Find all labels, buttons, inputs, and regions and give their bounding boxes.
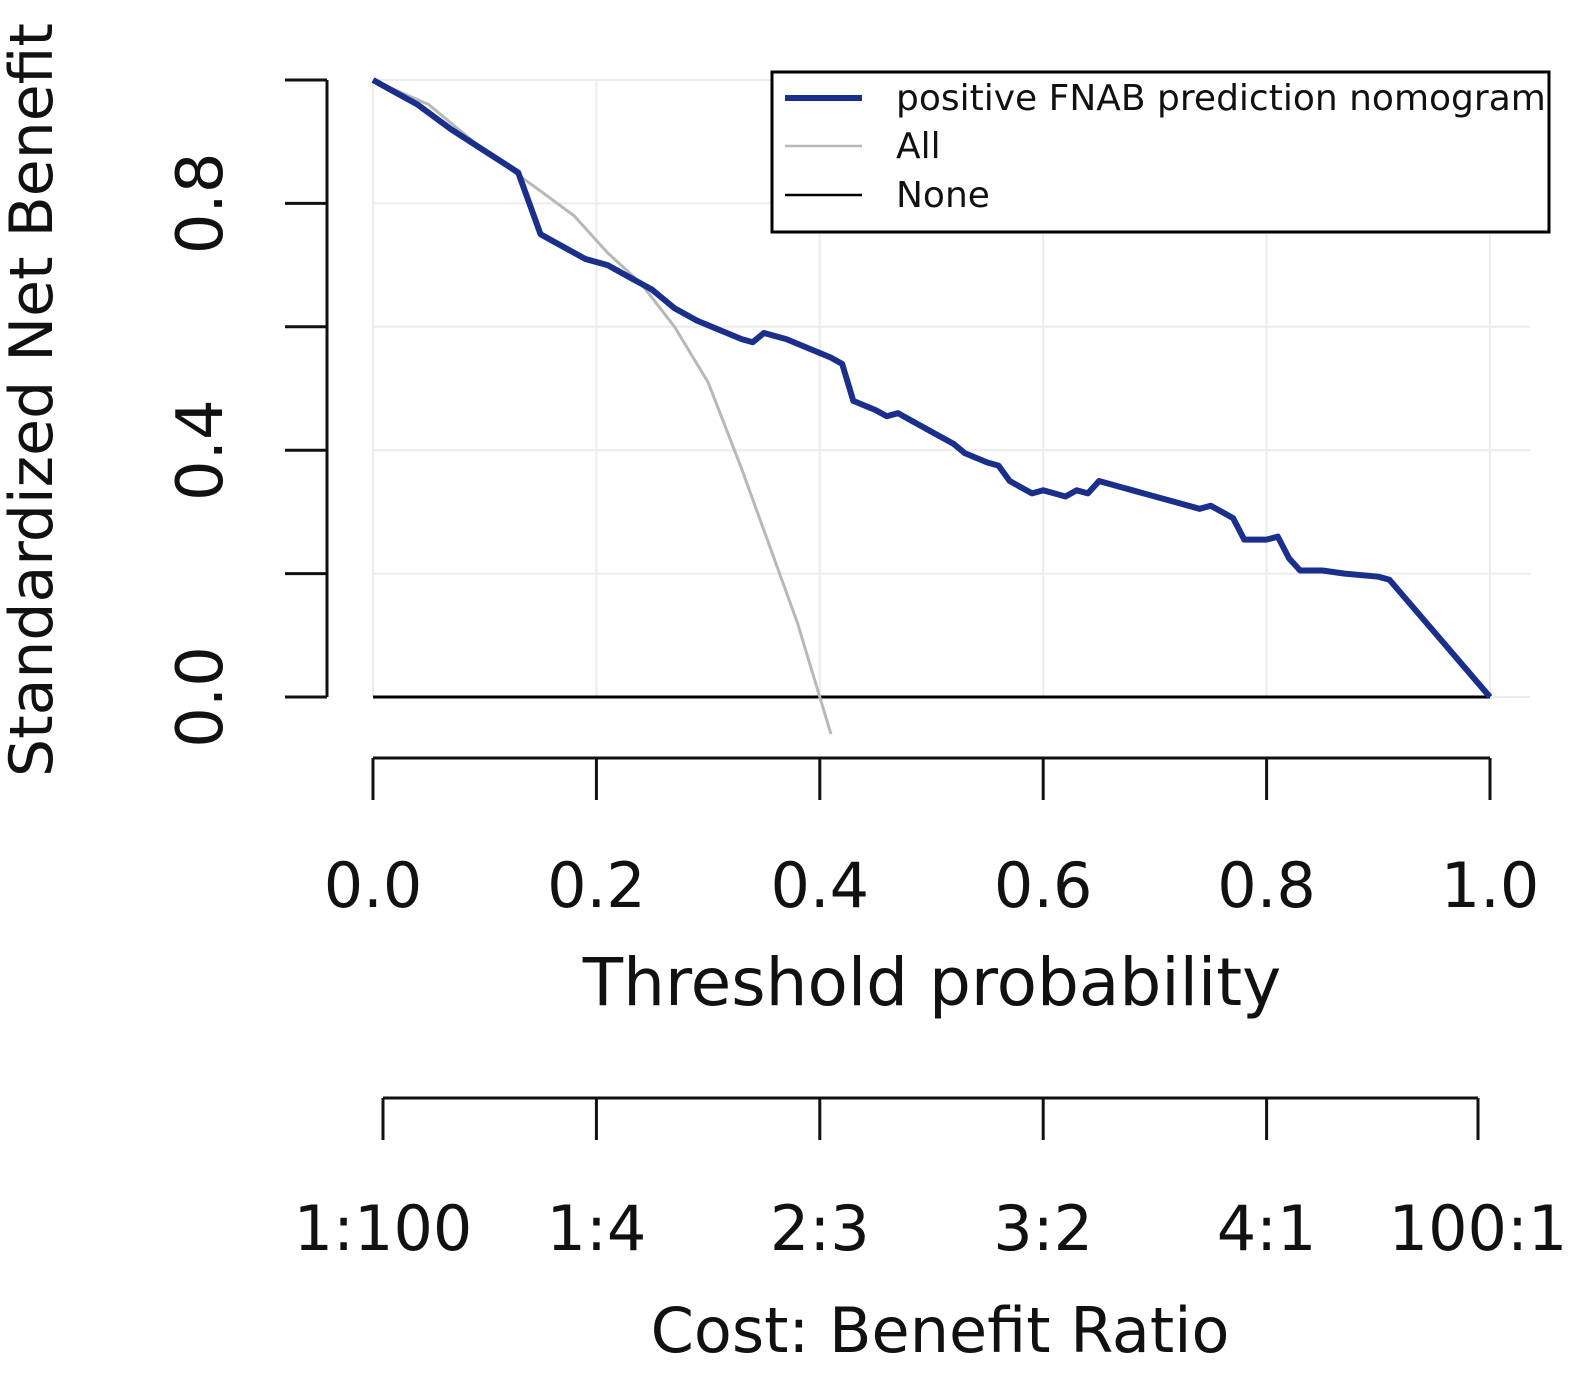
x-tick-label: 0.0 xyxy=(324,849,423,922)
x-axis-title: Threshold probability xyxy=(582,944,1281,1021)
legend: positive FNAB prediction nomogram All No… xyxy=(770,70,1551,234)
y-tick-label: 0.4 xyxy=(164,399,238,501)
cost-benefit-tick-label: 1:4 xyxy=(547,1192,647,1265)
series-all-line xyxy=(372,78,833,735)
cost-benefit-tick-label: 3:2 xyxy=(993,1192,1093,1265)
x-tick-label: 0.2 xyxy=(547,849,646,922)
cost-benefit-tick-label: 100:1 xyxy=(1389,1192,1568,1265)
cost-benefit-axis: 1:100 1:4 2:3 3:2 4:1 100:1 xyxy=(294,1096,1568,1265)
cost-benefit-tick-label: 2:3 xyxy=(770,1192,870,1265)
cost-benefit-tick-label: 1:100 xyxy=(294,1192,473,1265)
y-tick-label: 0.8 xyxy=(164,153,238,255)
legend-label-nomogram: positive FNAB prediction nomogram xyxy=(896,78,1546,119)
x-tick-label: 1.0 xyxy=(1441,849,1540,922)
x-tick-label: 0.4 xyxy=(770,849,869,922)
y-tick-label: 0.0 xyxy=(164,646,238,748)
legend-label-all: All xyxy=(896,126,941,167)
x-tick-label: 0.8 xyxy=(1217,849,1316,922)
y-axis-title: Standardized Net Benefit xyxy=(0,23,67,777)
series-nomogram-line xyxy=(371,77,1493,699)
series-lines xyxy=(371,77,1493,735)
cost-benefit-tick-label: 4:1 xyxy=(1217,1192,1317,1265)
x-tick-label: 0.6 xyxy=(994,849,1093,922)
legend-box xyxy=(770,70,1551,234)
y-axis: 0.0 0.4 0.8 xyxy=(164,78,329,748)
legend-label-none: None xyxy=(896,175,990,216)
x-axis: 0.0 0.2 0.4 0.6 0.8 1.0 xyxy=(324,756,1540,922)
cost-benefit-axis-title: Cost: Benefit Ratio xyxy=(651,1294,1230,1367)
